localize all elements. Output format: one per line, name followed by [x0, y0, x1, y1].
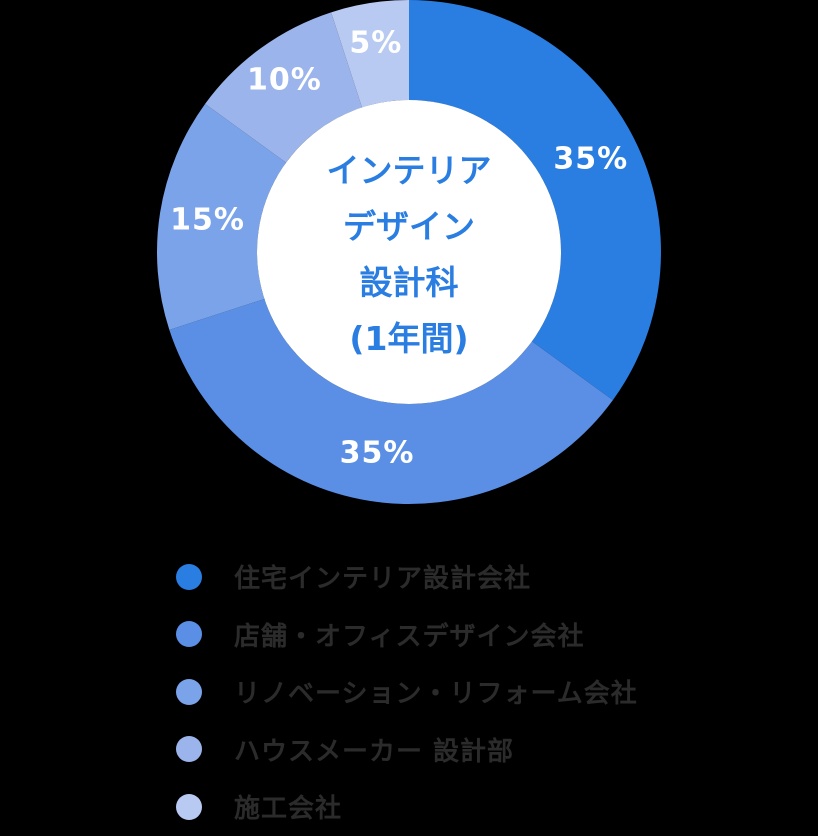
- percent-label: 35%: [339, 435, 415, 471]
- legend-label: 店舗・オフィスデザイン会社: [234, 621, 585, 652]
- donut-chart: 35% 35% 15% 10% 5% インテリア デザイン 設計科 (1年間): [157, 0, 662, 504]
- legend-item: ハウスメーカー 設計部: [176, 721, 638, 779]
- legend-dot-icon: [176, 793, 202, 820]
- donut-hole: [257, 100, 561, 404]
- percent-label: 5%: [349, 25, 403, 61]
- percent-label: 15%: [170, 202, 245, 238]
- legend-dot-icon: [176, 736, 202, 763]
- donut-slice: [331, 0, 409, 108]
- legend-dot-icon: [176, 621, 202, 648]
- legend-dot-icon: [176, 678, 202, 705]
- donut-slice: [157, 103, 287, 330]
- legend-label: ハウスメーカー 設計部: [234, 736, 515, 767]
- donut-slice: [205, 12, 363, 163]
- donut-svg: [157, 0, 662, 504]
- legend-item: 施工会社: [176, 778, 638, 836]
- legend-item: 住宅インテリア設計会社: [176, 548, 638, 606]
- center-line-3: 設計科: [359, 263, 459, 302]
- legend-label: リノベーション・リフォーム会社: [234, 679, 638, 710]
- donut-slice: [169, 298, 613, 504]
- center-line-4: (1年間): [349, 319, 469, 358]
- legend-label: 住宅インテリア設計会社: [234, 564, 532, 595]
- percent-label: 35%: [553, 141, 629, 177]
- legend-label: 施工会社: [234, 794, 343, 825]
- legend-item: リノベーション・リフォーム会社: [176, 663, 638, 721]
- center-line-2: デザイン: [343, 207, 475, 246]
- donut-slice: [409, 0, 662, 401]
- percent-label: 10%: [246, 62, 322, 98]
- legend: 住宅インテリア設計会社 店舗・オフィスデザイン会社 リノベーション・リフォーム会…: [176, 548, 638, 836]
- center-label: インテリア デザイン 設計科 (1年間): [327, 143, 492, 367]
- legend-dot-icon: [176, 563, 202, 590]
- center-line-1: インテリア: [326, 151, 492, 190]
- legend-item: 店舗・オフィスデザイン会社: [176, 606, 638, 664]
